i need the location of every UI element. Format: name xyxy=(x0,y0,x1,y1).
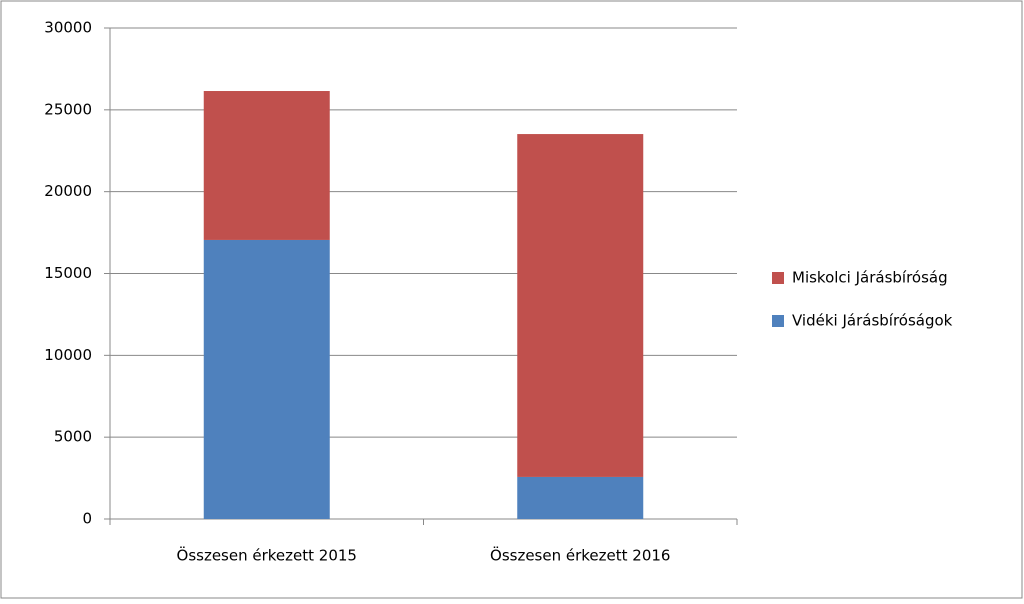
legend-swatch xyxy=(772,272,784,284)
y-tick-label: 5000 xyxy=(54,428,92,446)
bar-segment xyxy=(517,134,644,477)
y-tick-label: 25000 xyxy=(44,100,92,118)
y-tick-label: 10000 xyxy=(44,346,92,364)
legend-label: Miskolci Járásbíróság xyxy=(792,269,948,287)
legend-label: Vidéki Járásbíróságok xyxy=(792,312,953,330)
y-tick-label: 30000 xyxy=(44,19,92,37)
y-tick-label: 20000 xyxy=(44,182,92,200)
bar-segment xyxy=(203,239,330,519)
x-tick-label: Összesen érkezett 2015 xyxy=(177,546,357,565)
legend-swatch xyxy=(772,315,784,327)
bar-segment xyxy=(203,91,330,240)
bar-segment xyxy=(517,476,644,519)
y-tick-label: 0 xyxy=(82,510,92,528)
x-tick-label: Összesen érkezett 2016 xyxy=(490,546,670,565)
y-tick-label: 15000 xyxy=(44,264,92,282)
